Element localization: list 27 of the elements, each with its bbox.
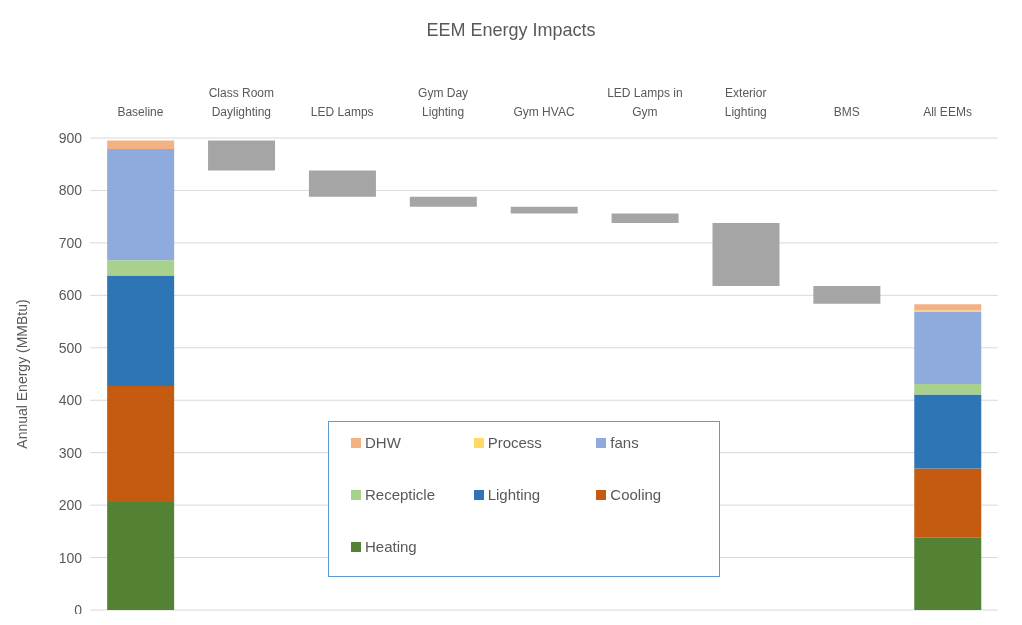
x-tick-label: Exterior Lighting: [724, 86, 767, 119]
y-tick-label: 200: [58, 497, 83, 514]
legend-label: Cooling: [610, 486, 662, 503]
y-tick-label: 500: [58, 339, 83, 356]
y-tick-label: 300: [58, 444, 83, 461]
x-tick-label: Class Room Daylighting: [208, 86, 275, 119]
y-tick-label: 700: [58, 234, 83, 251]
legend-label: Lighting: [487, 486, 541, 503]
x-tick-label: Gym HVAC: [513, 105, 575, 119]
x-tick-label: LED Lamps: [310, 105, 374, 119]
legend-label: Heating: [365, 538, 417, 555]
y-tick-label: 400: [58, 392, 83, 409]
x-tick-label: Gym Day Lighting: [418, 86, 469, 119]
legend-label: Recepticle: [365, 486, 436, 503]
y-tick-label: 800: [58, 182, 83, 199]
legend-label: fans: [610, 434, 639, 451]
x-tick-label: Baseline: [117, 105, 164, 119]
x-tick-label: BMS: [833, 105, 860, 119]
y-tick-label: 600: [58, 287, 83, 304]
y-axis-title: Annual Energy (MMBtu): [13, 299, 30, 449]
y-tick-label: 100: [58, 549, 83, 566]
legend-label: DHW: [365, 434, 401, 451]
chart-title: EEM Energy Impacts: [425, 20, 597, 41]
x-tick-label: LED Lamps in Gym: [607, 86, 683, 119]
x-tick-label: All EEMs: [923, 105, 972, 119]
y-tick-label: 900: [58, 129, 83, 146]
legend-label: Process: [487, 434, 542, 451]
